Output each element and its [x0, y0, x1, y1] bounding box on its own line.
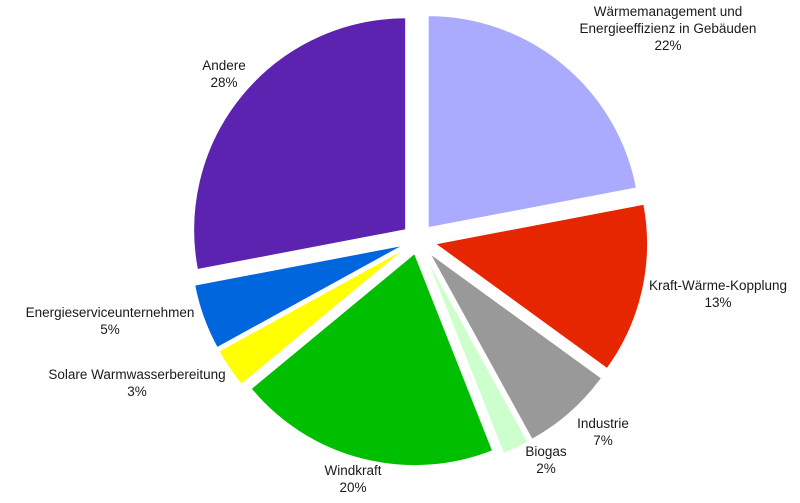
pie-labels: Wärmemanagement und Energieeffizienz in G… — [26, 4, 787, 495]
slice-label-text: Industrie — [577, 416, 629, 431]
pie-slice — [429, 253, 603, 440]
pie-slice — [250, 252, 494, 467]
slice-label-text: Energieeffizienz in Gebäuden — [580, 21, 757, 36]
slice-value-label: 22% — [654, 38, 681, 53]
slice-value-label: 28% — [210, 75, 237, 90]
pie-slice — [434, 203, 648, 370]
pie-slice — [425, 256, 529, 455]
pie-slice — [218, 248, 406, 385]
pie-slices — [193, 15, 648, 467]
pie-slice — [427, 15, 638, 229]
slice-label-text: Wärmemanagement und — [594, 4, 743, 19]
pie-slice — [193, 17, 407, 271]
slice-label: Biogas 2% — [525, 444, 567, 476]
slice-label: Energieserviceunternehmen 5% — [26, 305, 195, 337]
slice-value-label: 3% — [127, 384, 147, 399]
slice-label: Andere 28% — [202, 58, 246, 90]
slice-label-text: Andere — [202, 58, 246, 73]
slice-label: Wärmemanagement und Energieeffizienz in G… — [580, 4, 757, 53]
slice-label-text: Biogas — [525, 444, 567, 459]
slice-label: Solare Warmwasserbereitung 3% — [48, 367, 225, 399]
slice-value-label: 2% — [536, 461, 556, 476]
slice-label-text: Energieserviceunternehmen — [26, 305, 195, 320]
slice-label: Industrie 7% — [577, 416, 629, 448]
slice-value-label: 13% — [704, 295, 731, 310]
slice-label-text: Windkraft — [324, 463, 381, 478]
slice-value-label: 20% — [339, 480, 366, 495]
slice-label: Windkraft 20% — [324, 463, 381, 495]
slice-label-text: Solare Warmwasserbereitung — [48, 367, 225, 382]
slice-value-label: 7% — [593, 433, 613, 448]
slice-label-text: Kraft-Wärme-Kopplung — [649, 278, 787, 293]
slice-value-label: 5% — [100, 322, 120, 337]
slice-label: Kraft-Wärme-Kopplung 13% — [649, 278, 787, 310]
pie-slice — [194, 244, 404, 349]
